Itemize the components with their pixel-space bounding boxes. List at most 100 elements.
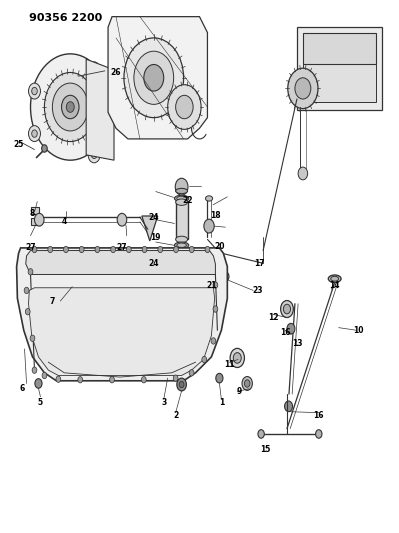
- Circle shape: [142, 376, 146, 383]
- Circle shape: [242, 376, 253, 390]
- Circle shape: [26, 309, 30, 315]
- Circle shape: [173, 375, 178, 381]
- Text: 24: 24: [148, 260, 159, 268]
- Text: 90356 2200: 90356 2200: [28, 13, 102, 23]
- Bar: [176, 201, 188, 239]
- Circle shape: [174, 246, 178, 253]
- Circle shape: [88, 147, 100, 163]
- Bar: [303, 33, 376, 64]
- Circle shape: [95, 246, 100, 253]
- Text: 26: 26: [111, 68, 121, 77]
- Text: 12: 12: [268, 312, 279, 321]
- Circle shape: [230, 349, 245, 368]
- Bar: [30, 207, 39, 214]
- Circle shape: [211, 338, 216, 344]
- Circle shape: [91, 151, 97, 159]
- Ellipse shape: [218, 271, 229, 282]
- Text: 25: 25: [14, 140, 24, 149]
- Circle shape: [124, 38, 184, 118]
- Circle shape: [216, 373, 223, 383]
- Text: 19: 19: [150, 233, 161, 242]
- Text: 11: 11: [224, 360, 235, 369]
- Text: 22: 22: [182, 196, 193, 205]
- Text: 2: 2: [173, 411, 178, 420]
- Circle shape: [189, 369, 194, 376]
- Polygon shape: [86, 59, 114, 160]
- Circle shape: [117, 213, 127, 226]
- Circle shape: [280, 301, 293, 318]
- Bar: [30, 217, 39, 225]
- Circle shape: [175, 178, 188, 195]
- Bar: [303, 38, 376, 102]
- Circle shape: [32, 130, 37, 138]
- Polygon shape: [142, 216, 158, 241]
- Ellipse shape: [174, 242, 189, 248]
- Circle shape: [205, 246, 210, 253]
- Circle shape: [28, 269, 33, 275]
- Circle shape: [30, 54, 110, 160]
- Text: 1: 1: [219, 398, 224, 407]
- Circle shape: [233, 353, 241, 364]
- Circle shape: [176, 95, 193, 119]
- Bar: [297, 27, 382, 110]
- Circle shape: [284, 401, 292, 411]
- Text: 5: 5: [38, 398, 43, 407]
- Circle shape: [24, 287, 29, 294]
- Ellipse shape: [328, 275, 341, 282]
- Text: 3: 3: [161, 398, 166, 407]
- Text: 14: 14: [330, 280, 340, 289]
- Text: 23: 23: [252, 286, 263, 295]
- Text: 15: 15: [260, 446, 270, 455]
- Text: 13: 13: [292, 339, 302, 348]
- Circle shape: [258, 430, 264, 438]
- Circle shape: [32, 246, 37, 253]
- Circle shape: [134, 51, 174, 104]
- Circle shape: [30, 335, 35, 342]
- Polygon shape: [28, 288, 215, 375]
- Polygon shape: [26, 251, 215, 274]
- Circle shape: [42, 372, 47, 378]
- Ellipse shape: [177, 243, 186, 247]
- Circle shape: [63, 246, 68, 253]
- Circle shape: [213, 306, 218, 312]
- Circle shape: [91, 66, 97, 74]
- Circle shape: [78, 376, 83, 383]
- Circle shape: [88, 62, 100, 78]
- Circle shape: [204, 219, 214, 233]
- Circle shape: [142, 246, 147, 253]
- Circle shape: [35, 378, 42, 388]
- Ellipse shape: [176, 236, 188, 243]
- Circle shape: [287, 324, 295, 334]
- Circle shape: [158, 246, 163, 253]
- Circle shape: [52, 83, 88, 131]
- Text: 4: 4: [62, 217, 67, 226]
- Circle shape: [61, 95, 79, 119]
- Ellipse shape: [221, 273, 226, 279]
- Ellipse shape: [177, 196, 186, 200]
- Circle shape: [179, 381, 184, 387]
- Circle shape: [111, 246, 115, 253]
- Circle shape: [283, 304, 290, 314]
- Circle shape: [79, 246, 84, 253]
- Circle shape: [168, 85, 201, 130]
- Text: 21: 21: [206, 280, 217, 289]
- Circle shape: [56, 376, 61, 382]
- Text: 17: 17: [254, 260, 265, 268]
- Polygon shape: [17, 248, 227, 381]
- Circle shape: [28, 83, 40, 99]
- Circle shape: [298, 167, 308, 180]
- Text: 27: 27: [117, 244, 127, 253]
- Text: 18: 18: [210, 212, 221, 221]
- Text: 6: 6: [20, 384, 25, 393]
- Text: 20: 20: [214, 242, 225, 251]
- Circle shape: [288, 68, 318, 109]
- Ellipse shape: [176, 199, 188, 205]
- Text: 10: 10: [353, 326, 364, 335]
- Text: 16: 16: [280, 328, 290, 337]
- Ellipse shape: [205, 196, 213, 201]
- Text: 7: 7: [50, 296, 55, 305]
- Text: 9: 9: [237, 387, 242, 396]
- Circle shape: [177, 378, 186, 391]
- Circle shape: [316, 430, 322, 438]
- Circle shape: [48, 246, 53, 253]
